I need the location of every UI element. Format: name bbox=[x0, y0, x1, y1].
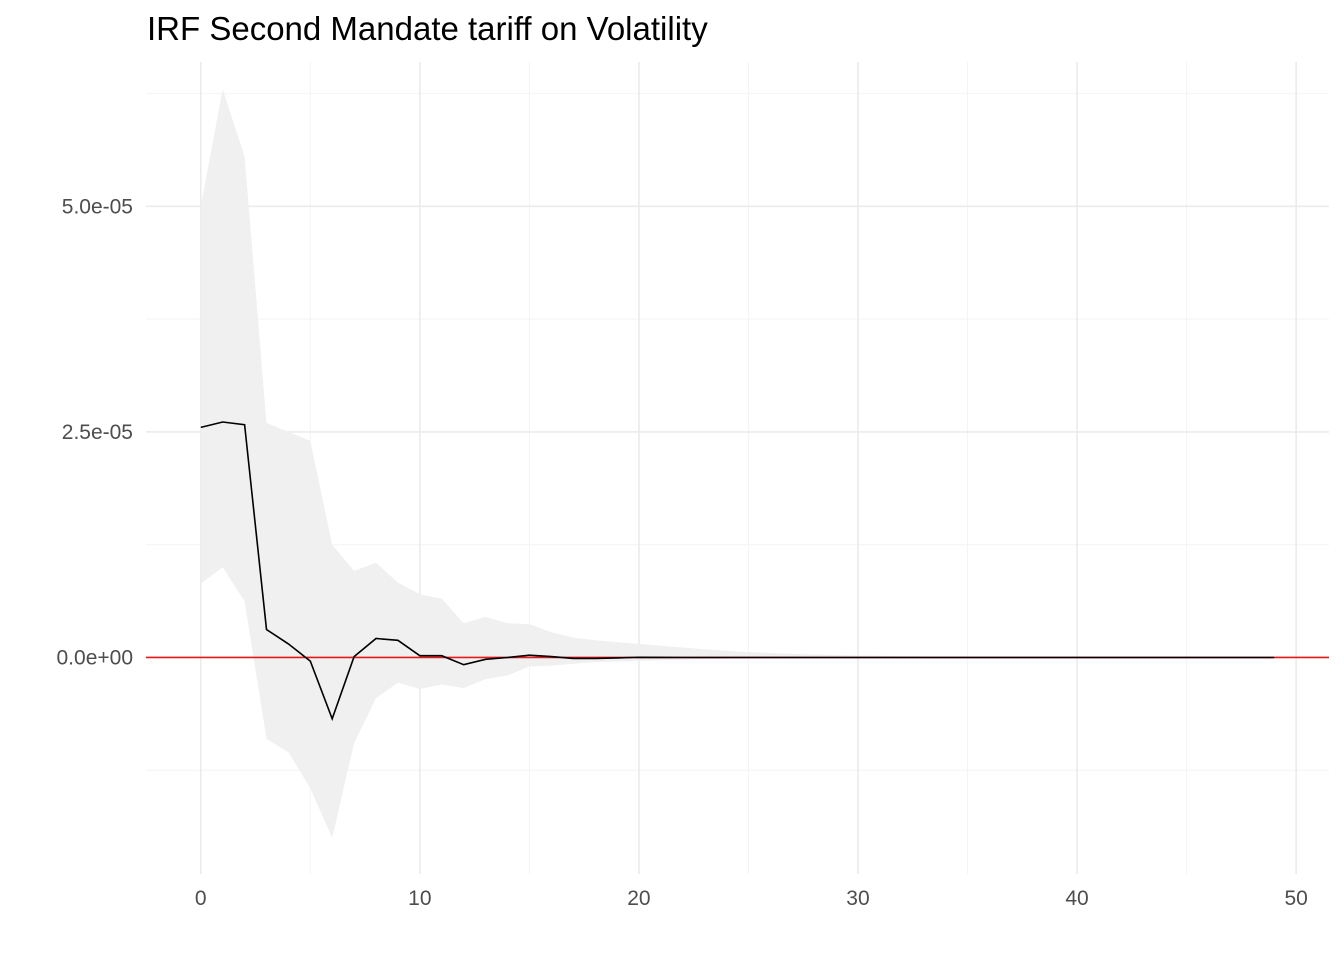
x-tick-label: 30 bbox=[846, 887, 869, 910]
x-tick-label: 0 bbox=[195, 887, 207, 910]
y-tick-label: 0.0e+00 bbox=[57, 646, 134, 669]
x-tick-label: 10 bbox=[408, 887, 431, 910]
x-axis-ticks: 0 10 20 30 40 50 bbox=[195, 887, 1308, 910]
chart-title: IRF Second Mandate tariff on Volatility bbox=[147, 10, 708, 47]
x-tick-label: 20 bbox=[627, 887, 650, 910]
x-tick-label: 40 bbox=[1065, 887, 1088, 910]
irf-line bbox=[200, 421, 1275, 722]
confidence-band bbox=[200, 89, 1275, 838]
y-axis-ticks: 0.0e+00 2.5e-05 5.0e-05 bbox=[57, 195, 134, 669]
y-tick-label: 5.0e-05 bbox=[62, 195, 133, 218]
y-tick-label: 2.5e-05 bbox=[62, 421, 133, 444]
x-tick-label: 50 bbox=[1284, 887, 1307, 910]
